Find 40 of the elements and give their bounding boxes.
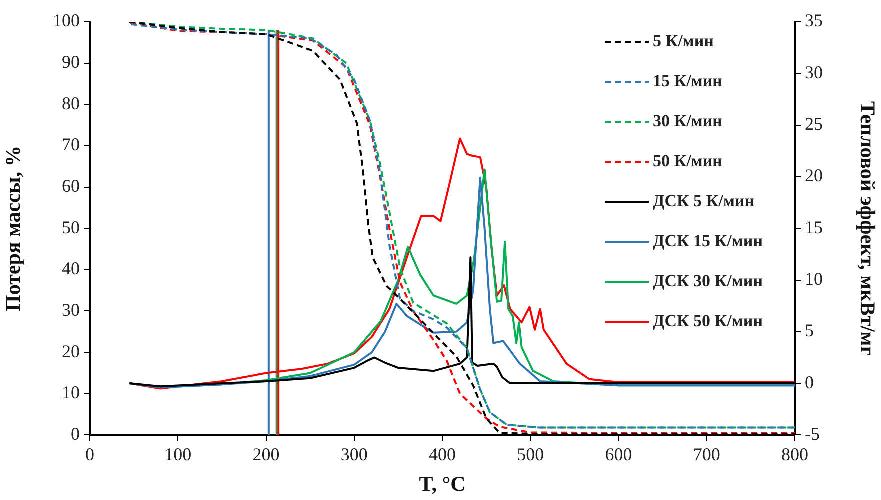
y2-tick-label: 35	[805, 10, 823, 31]
y-tick-label: 60	[62, 176, 80, 196]
x-tick-label: 700	[693, 444, 720, 465]
y-tick-label: 90	[62, 52, 80, 72]
x-tick-label: 500	[517, 444, 544, 465]
y2-tick-label: 15	[805, 217, 823, 238]
y-tick-label: 20	[62, 341, 80, 362]
y2-tick-label: 0	[805, 372, 814, 392]
x-tick-label: 400	[429, 444, 456, 465]
y2-axis-title: Тепловой эффект, мкВт/мг	[856, 101, 880, 356]
y2-tick-label: 10	[805, 268, 823, 289]
legend-label: 15 К/мин	[653, 71, 723, 90]
y2-tick-label: 25	[805, 114, 823, 134]
x-axis-title: T, °C	[419, 472, 466, 496]
y-axis-title: Потеря массы, %	[1, 146, 26, 312]
x-tick-label: 600	[605, 444, 632, 465]
x-tick-label: 800	[782, 444, 808, 465]
y-tick-label: 40	[62, 258, 80, 279]
x-tick-label: 100	[164, 444, 192, 465]
y-tick-label: 0	[71, 424, 80, 444]
legend-label: ДСК 30 К/мин	[653, 271, 764, 290]
y2-tick-label: 20	[805, 166, 823, 186]
y2-tick-label: 30	[805, 62, 823, 82]
y-tick-label: 70	[62, 134, 80, 155]
y2-tick-label: 5	[805, 320, 814, 341]
x-tick-label: 0	[86, 444, 94, 465]
y-tick-label: 80	[62, 93, 80, 114]
legend-label: ДСК 50 К/мин	[653, 311, 764, 330]
legend-label: 30 К/мин	[653, 111, 723, 130]
y-tick-label: 30	[62, 300, 80, 320]
x-tick-label: 300	[340, 444, 368, 465]
y-tick-label: 100	[53, 10, 80, 31]
legend-label: 5 К/мин	[653, 31, 714, 50]
legend-label: ДСК 15 К/мин	[653, 231, 764, 250]
y-tick-label: 50	[62, 217, 80, 238]
legend-label: 50 К/мин	[653, 151, 723, 170]
x-tick-label: 200	[252, 444, 280, 465]
y2-tick-label: -5	[805, 424, 820, 444]
legend-label: ДСК 5 К/мин	[653, 191, 755, 210]
y-tick-label: 10	[62, 382, 80, 403]
